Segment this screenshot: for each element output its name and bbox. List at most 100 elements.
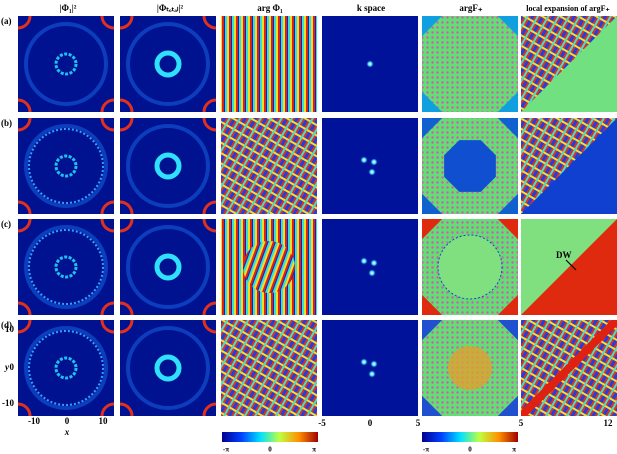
y-tick-label: 10: [5, 324, 15, 334]
panel-image: [322, 219, 418, 315]
panel-image: [521, 320, 617, 416]
panel: [221, 320, 317, 416]
annotation-group: DW: [556, 250, 577, 271]
panel-shape: [448, 346, 492, 390]
panel-shape: [368, 168, 376, 176]
colorbar-label: 0: [268, 446, 272, 454]
panel-shape: [18, 219, 114, 315]
panel-shape: [54, 52, 78, 76]
panel: [120, 16, 216, 112]
panel-shape: [422, 16, 518, 112]
colorbar-label: 0: [468, 446, 472, 454]
annotation: DW: [556, 250, 572, 260]
panel-shape: [18, 118, 114, 214]
panel: [322, 118, 418, 214]
column-header: local expansion of argF₊: [526, 4, 610, 13]
column-header: |Φ₁|²: [60, 3, 77, 13]
colorbar: [222, 432, 318, 442]
panel-shape: [54, 255, 78, 279]
panels: [18, 16, 617, 416]
panel-shape: [521, 118, 617, 214]
colorbar-label: π: [312, 446, 316, 454]
panel-shape: [370, 158, 378, 166]
panel: [322, 320, 418, 416]
panel-image: [18, 118, 114, 214]
panel: [422, 320, 518, 416]
column-header: |Φₜₒₜₐₗ|²: [157, 3, 183, 13]
panel-shape: [54, 154, 78, 178]
panel: [221, 16, 317, 112]
panel-image: [221, 16, 317, 112]
panel: [18, 219, 114, 315]
panel-shape: [322, 118, 418, 214]
row-label: (b): [1, 118, 12, 128]
panel-shape: [120, 320, 216, 416]
panel: [322, 16, 418, 112]
row-label: (c): [1, 219, 11, 229]
panel: [322, 219, 418, 315]
k-tick-label: -5: [318, 418, 326, 428]
panel-shape: [221, 320, 317, 416]
panel-shape: [126, 124, 210, 208]
x-axis-label: x: [64, 427, 70, 437]
y-axis-label: y: [4, 362, 10, 372]
expansion-tick-label: 12: [604, 418, 614, 428]
panel-image: [221, 118, 317, 214]
panel-image: [422, 16, 518, 112]
panel: [521, 219, 617, 315]
panel-image: [221, 219, 317, 315]
panel-shape: [154, 50, 182, 78]
panel-shape: [126, 225, 210, 309]
panel-shape: [28, 128, 104, 204]
panel-image: [120, 320, 216, 416]
panel-image: [322, 118, 418, 214]
y-tick-label: 0: [10, 362, 15, 372]
x-tick-label: -10: [28, 416, 40, 426]
y-tick-label: -10: [2, 398, 14, 408]
panel-shape: [18, 16, 114, 112]
panel-image: [18, 219, 114, 315]
panel-shape: [28, 330, 104, 406]
panel-shape: [360, 358, 368, 366]
colorbar-label: -π: [223, 446, 229, 454]
panel-image: [322, 16, 418, 112]
panel-image: [120, 219, 216, 315]
expansion-tick-label: 5: [519, 418, 524, 428]
panel: [120, 118, 216, 214]
panel-shape: [370, 259, 378, 267]
panel-shape: [322, 320, 418, 416]
column-header: argF₊: [459, 3, 482, 13]
panel-shape: [120, 16, 216, 112]
panel-shape: [24, 124, 108, 208]
panel-image: [18, 16, 114, 112]
panel: [221, 219, 317, 315]
panel-shape: [368, 269, 376, 277]
panel-shape: [154, 354, 182, 382]
panel-shape: [126, 22, 210, 106]
panel: [422, 16, 518, 112]
panel-shape: [154, 253, 182, 281]
panel: [18, 320, 114, 416]
panel-shape: [221, 118, 317, 214]
panel: [120, 219, 216, 315]
panel-shape: [126, 326, 210, 410]
panel-shape: [154, 152, 182, 180]
panel-image: [18, 320, 114, 416]
panel-shape: [437, 234, 503, 300]
column-header: k space: [357, 3, 385, 13]
panel-image: [422, 219, 518, 315]
colorbar-label: -π: [423, 446, 429, 454]
panel-shape: [521, 219, 617, 315]
panel-shape: [120, 118, 216, 214]
panel-shape: [24, 326, 108, 410]
panel-shape: [368, 370, 376, 378]
colorbar-label: π: [512, 446, 516, 454]
panel-shape: [444, 140, 496, 192]
panel-shape: [243, 241, 295, 293]
panel-shape: [521, 16, 617, 112]
panel-image: [120, 118, 216, 214]
x-tick-label: 0: [65, 416, 70, 426]
panel: [18, 16, 114, 112]
panel-shape: [24, 22, 108, 106]
